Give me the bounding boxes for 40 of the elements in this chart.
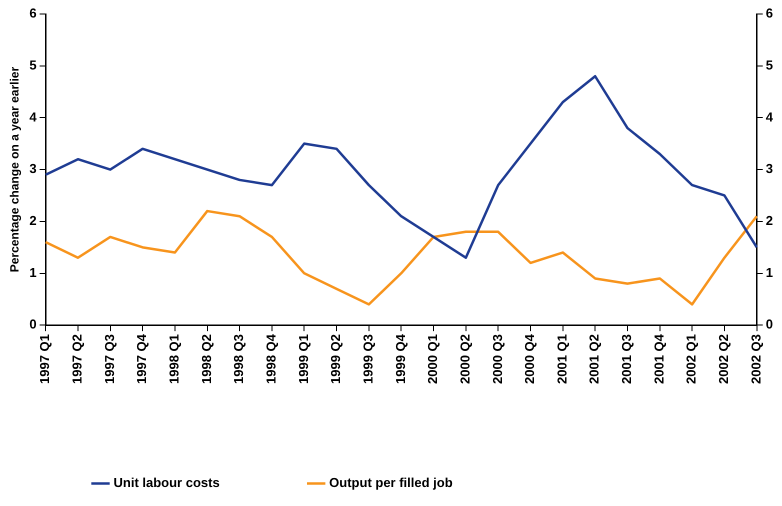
legend-label: Output per filled job bbox=[329, 475, 453, 490]
y-tick-label: 5 bbox=[29, 57, 37, 72]
y-tick-label: 2 bbox=[29, 212, 37, 228]
y-tick-label: 4 bbox=[29, 109, 38, 124]
y2-tick-label: 5 bbox=[766, 57, 774, 72]
x-tick-label: 1999 Q2 bbox=[328, 334, 344, 384]
x-tick-label: 1997 Q4 bbox=[134, 333, 150, 384]
y-tick-label: 1 bbox=[29, 264, 37, 280]
y2-tick-label: 4 bbox=[766, 109, 774, 124]
y-tick-label: 3 bbox=[29, 161, 37, 176]
x-tick-label: 2001 Q2 bbox=[586, 334, 602, 384]
x-tick-label: 1998 Q4 bbox=[263, 333, 278, 384]
x-tick-label: 2002 Q2 bbox=[716, 334, 732, 384]
x-tick-label: 2001 Q4 bbox=[651, 333, 666, 384]
x-tick-label: 1999 Q3 bbox=[360, 334, 376, 384]
x-tick-label: 1997 Q2 bbox=[70, 334, 85, 384]
x-tick-label: 1998 Q2 bbox=[198, 334, 214, 384]
legend-label: Unit labour costs bbox=[114, 475, 220, 490]
y2-tick-label: 1 bbox=[766, 264, 774, 280]
x-tick-label: 1999 Q4 bbox=[392, 333, 408, 384]
x-tick-label: 2001 Q1 bbox=[554, 334, 570, 384]
x-tick-label: 1997 Q1 bbox=[37, 334, 52, 384]
y-tick-label: 6 bbox=[29, 6, 37, 21]
x-tick-label: 2002 Q1 bbox=[684, 334, 699, 384]
x-tick-label: 1997 Q3 bbox=[102, 334, 117, 384]
x-tick-label: 1998 Q3 bbox=[231, 334, 246, 384]
y-axis-title: Percentage change on a year earlier bbox=[8, 66, 22, 272]
y2-tick-label: 0 bbox=[766, 316, 774, 332]
y2-tick-label: 6 bbox=[766, 6, 774, 21]
x-tick-label: 2000 Q3 bbox=[490, 334, 505, 384]
y-tick-label: 0 bbox=[29, 316, 37, 332]
x-tick-label: 1998 Q1 bbox=[166, 334, 182, 384]
x-tick-label: 2000 Q1 bbox=[425, 334, 440, 384]
y2-tick-label: 3 bbox=[766, 161, 774, 176]
y2-tick-label: 2 bbox=[766, 212, 774, 228]
x-tick-label: 1999 Q1 bbox=[296, 334, 311, 384]
x-tick-label: 2000 Q4 bbox=[522, 333, 538, 384]
x-tick-label: 2000 Q2 bbox=[457, 334, 472, 384]
x-tick-label: 2001 Q3 bbox=[619, 334, 634, 384]
x-tick-label: 2002 Q3 bbox=[748, 334, 764, 384]
